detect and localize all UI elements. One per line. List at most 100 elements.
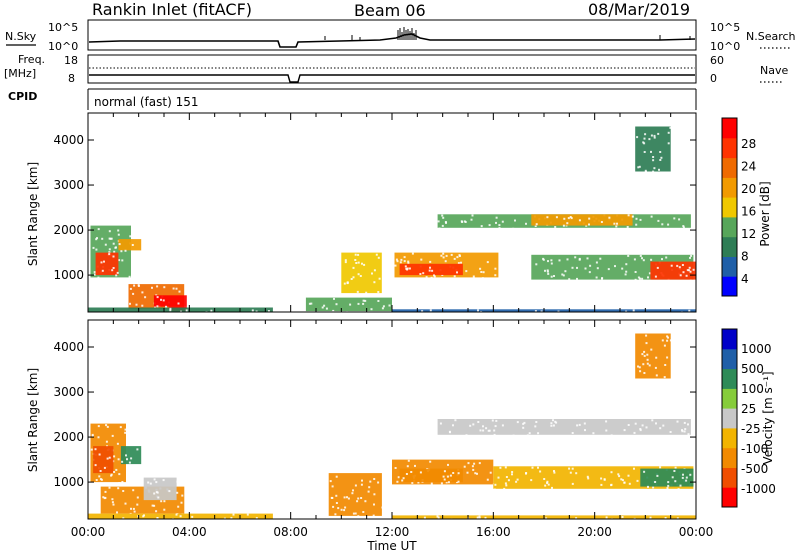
power-gap: [332, 309, 335, 312]
velocity-gap: [452, 424, 454, 427]
velocity-region-4: [143, 477, 177, 501]
time-tick-label: 16:00: [476, 525, 511, 539]
velocity-gap: [136, 503, 139, 506]
power-gap: [109, 237, 112, 240]
power-gap: [120, 250, 123, 253]
velocity-gap: [329, 480, 332, 483]
velocity-gap: [685, 479, 688, 482]
velocity-gap: [476, 472, 478, 475]
power-gap: [354, 259, 357, 261]
velocity-gap: [474, 472, 477, 475]
power-gap: [589, 264, 592, 267]
velocity-gap: [674, 480, 677, 483]
power-gap: [631, 215, 634, 218]
velocity-gap: [368, 486, 371, 489]
power-gap: [403, 256, 406, 259]
velocity-gap: [105, 424, 108, 427]
velocity-colorbar-swatch: [722, 329, 737, 350]
velocity-gap: [491, 419, 494, 422]
velocity-colorbar-swatch: [722, 348, 737, 370]
velocity-colorbar-frame: [721, 328, 738, 508]
power-gap: [355, 262, 358, 264]
velocity-gap: [396, 480, 399, 483]
velocity-gap: [454, 419, 457, 422]
velocity-gap: [499, 466, 502, 469]
power-heatmap: [88, 126, 696, 314]
power-gap: [567, 217, 570, 220]
power-gap: [561, 273, 564, 276]
velocity-gap: [546, 482, 549, 484]
power-gap: [151, 286, 153, 289]
power-gap: [267, 310, 270, 312]
velocity-gap: [181, 494, 184, 497]
power-gap: [616, 222, 618, 225]
power-gap: [607, 268, 610, 271]
power-gap: [495, 221, 497, 224]
velocity-gap: [160, 500, 163, 503]
power-gap: [210, 309, 213, 312]
velocity-gap: [343, 496, 346, 499]
power-gap: [115, 246, 117, 249]
power-gap: [535, 223, 538, 226]
power-gap: [422, 272, 425, 275]
velocity-gap: [537, 432, 540, 435]
velocity-gap: [641, 424, 644, 427]
velocity-gap: [649, 516, 652, 519]
power-gap: [112, 267, 115, 269]
power-gap: [553, 275, 555, 277]
power-colorbar-tick: 16: [741, 205, 756, 219]
time-tick-label: 00:00: [679, 525, 714, 539]
power-gap: [188, 312, 191, 314]
velocity-gap: [155, 510, 158, 513]
power-colorbar-swatch: [722, 236, 737, 257]
power-gap: [162, 299, 165, 302]
power-gap: [650, 215, 653, 218]
power-gap: [498, 224, 501, 227]
power-gap: [678, 218, 681, 221]
velocity-gap: [623, 481, 626, 484]
power-gap: [657, 219, 660, 222]
velocity-gap: [534, 425, 537, 428]
power-gap: [335, 303, 338, 306]
velocity-gap: [360, 483, 363, 486]
power-gap: [396, 260, 399, 263]
velocity-gap: [685, 476, 688, 479]
nave-label: Nave: [760, 64, 788, 77]
power-gap: [394, 264, 397, 267]
velocity-gap: [155, 481, 158, 484]
velocity-gap: [116, 442, 119, 445]
velocity-gap: [494, 425, 497, 428]
power-gap: [403, 260, 406, 263]
velocity-gap: [373, 493, 376, 496]
velocity-gap: [639, 428, 642, 430]
power-gap: [615, 311, 618, 314]
velocity-gap: [487, 429, 490, 432]
power-gap: [470, 218, 473, 221]
power-gap: [480, 225, 483, 228]
velocity-gap: [571, 482, 574, 485]
velocity-gap: [373, 478, 376, 480]
power-gap: [349, 303, 352, 306]
velocity-gap: [663, 376, 666, 379]
power-gap: [648, 272, 651, 275]
power-colorbar-label: Power [dB]: [758, 181, 772, 246]
velocity-gap: [643, 470, 646, 473]
velocity-gap: [663, 344, 666, 347]
velocity-gap: [362, 511, 365, 513]
velocity-gap: [674, 466, 677, 469]
power-gap: [558, 259, 561, 262]
velocity-gap: [126, 458, 128, 461]
velocity-colorbar-swatch: [722, 467, 737, 488]
cpid-value: normal (fast) 151: [94, 95, 198, 109]
power-gap: [354, 253, 357, 256]
power-region-2: [118, 239, 142, 251]
velocity-gap: [652, 486, 655, 489]
power-gap: [169, 309, 172, 312]
power-gap: [429, 260, 432, 263]
velocity-gap: [151, 504, 154, 507]
velocity-gap: [430, 482, 433, 485]
velocity-gap: [537, 466, 539, 469]
velocity-gap: [187, 518, 190, 521]
velocity-gap: [587, 477, 590, 480]
velocity-gap: [645, 426, 648, 429]
